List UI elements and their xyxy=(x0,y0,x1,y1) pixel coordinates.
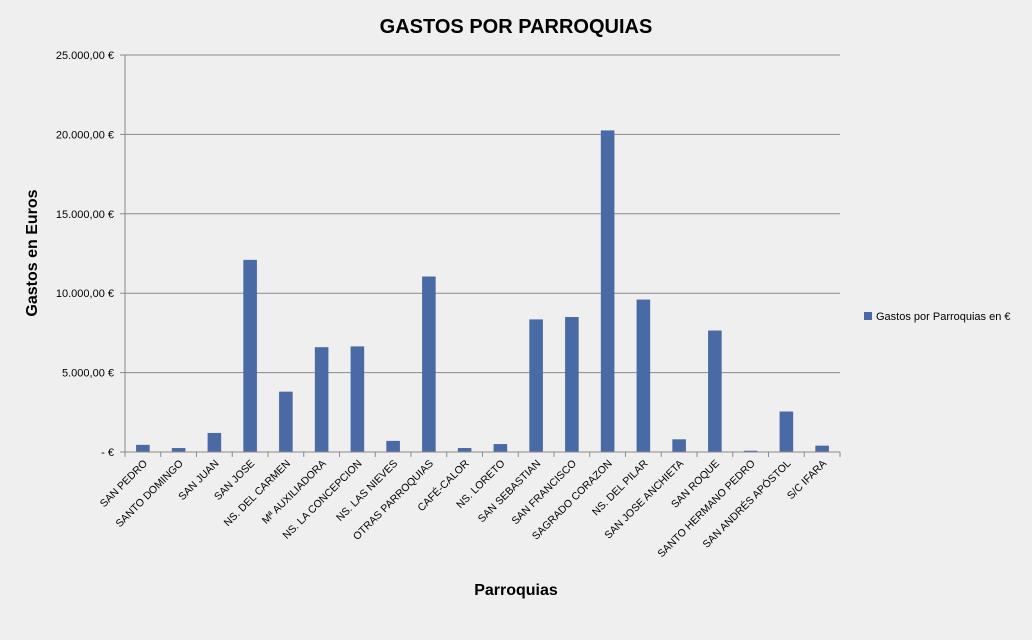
bar xyxy=(386,440,400,452)
x-axis-title: Parroquias xyxy=(474,582,558,599)
y-tick-label: 15.000,00 € xyxy=(56,209,114,221)
bar xyxy=(350,346,365,452)
bar xyxy=(743,450,758,452)
bar xyxy=(779,411,794,452)
bar xyxy=(565,317,579,452)
y-tick-label: - € xyxy=(101,447,114,459)
bar xyxy=(171,448,186,452)
bar xyxy=(636,299,651,452)
bars xyxy=(136,130,829,452)
legend: Gastos por Parroquias en € xyxy=(864,311,1011,323)
y-tick-label: 25.000,00 € xyxy=(56,50,114,62)
bar xyxy=(207,432,222,452)
legend-swatch xyxy=(864,312,872,320)
bar xyxy=(422,276,436,452)
y-tick-labels: - € 5.000,00 € 10.000,00 € 15.000,00 € 20.00… xyxy=(56,50,114,459)
bar xyxy=(457,448,472,452)
legend-label: Gastos por Parroquias en € xyxy=(876,311,1011,323)
bar xyxy=(279,391,293,452)
bar xyxy=(815,445,829,452)
y-tick-label: 20.000,00 € xyxy=(56,129,114,141)
chart-title: GASTOS POR PARROQUIAS xyxy=(380,16,653,38)
bar xyxy=(672,439,686,452)
y-axis-title: Gastos en Euros xyxy=(24,189,41,316)
y-tick-label: 10.000,00 € xyxy=(56,288,114,300)
bar xyxy=(708,330,722,452)
bar xyxy=(136,444,150,452)
bar xyxy=(600,130,615,452)
y-tick-label: 5.000,00 € xyxy=(62,368,114,380)
axes xyxy=(124,55,841,457)
bar xyxy=(529,319,543,452)
bar xyxy=(243,259,257,452)
bar xyxy=(314,347,329,452)
bar xyxy=(493,444,508,452)
